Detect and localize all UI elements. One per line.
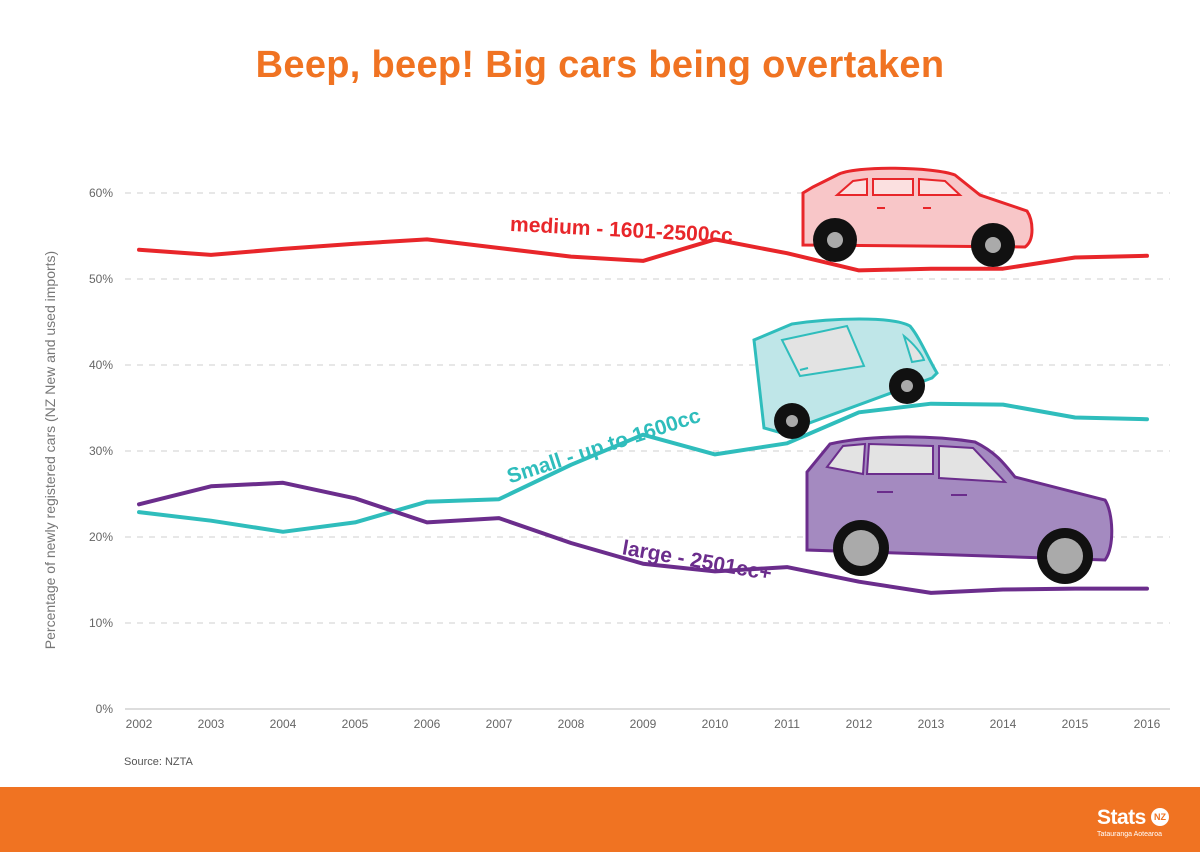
series-lines: [137, 237, 1149, 595]
series-label: large - 2501cc+: [621, 536, 774, 585]
gridlines: [125, 192, 1170, 710]
logo-badge: NZ: [1151, 808, 1169, 826]
x-tick-label: 2003: [198, 717, 225, 731]
series-labels: medium - 1601-2500cc Small - up to 1600cc…: [504, 213, 773, 586]
logo-wordmark: Stats: [1097, 806, 1146, 829]
y-tick-label: 50%: [89, 272, 113, 286]
series-line: [137, 237, 1149, 273]
stats-nz-logo: Stats NZ Tatauranga Aotearoa: [1097, 806, 1169, 838]
y-axis-ticks: 0% 10% 20% 30% 40% 50% 60%: [89, 186, 113, 716]
line-chart: 0%10%20%30%40%50%60% 2002 2003 2004 2005 200…: [42, 166, 1170, 731]
x-axis-ticks: 2002 2003 2004 2005 2006 2007 2008 2009 2010 2011…: [126, 717, 1161, 731]
x-tick-label: 2007: [486, 717, 513, 731]
y-tick-label: 0%: [96, 702, 114, 716]
x-tick-label: 2012: [846, 717, 873, 731]
y-tick-label: 30%: [89, 444, 113, 458]
chart-title: Beep, beep! Big cars being overtaken: [255, 44, 945, 86]
x-tick-label: 2013: [918, 717, 945, 731]
y-axis-label: Percentage of newly registered cars (NZ …: [42, 251, 58, 649]
source-note: Source: NZTA: [124, 756, 193, 768]
logo-subtitle: Tatauranga Aotearoa: [1097, 831, 1162, 838]
x-tick-label: 2005: [342, 717, 369, 731]
series-line: [137, 480, 1149, 595]
x-tick-label: 2006: [414, 717, 441, 731]
y-tick-label: 60%: [89, 186, 113, 200]
medium-car-icon: [801, 166, 1034, 267]
x-tick-label: 2010: [702, 717, 729, 731]
series-label: Small - up to 1600cc: [504, 404, 703, 488]
x-tick-label: 2015: [1062, 717, 1089, 731]
footer-bar: Stats NZ Tatauranga Aotearoa: [0, 787, 1200, 852]
x-tick-label: 2016: [1134, 717, 1161, 731]
large-car-icon: [805, 435, 1114, 584]
x-tick-label: 2009: [630, 717, 657, 731]
x-tick-label: 2002: [126, 717, 153, 731]
x-tick-label: 2014: [990, 717, 1017, 731]
y-tick-label: 40%: [89, 358, 113, 372]
y-tick-label: 20%: [89, 530, 113, 544]
x-tick-label: 2008: [558, 717, 585, 731]
y-tick-label: 10%: [89, 616, 113, 630]
series-line: [137, 401, 1149, 534]
small-car-icon: [752, 317, 939, 439]
x-tick-label: 2011: [774, 717, 800, 731]
series-label: medium - 1601-2500cc: [510, 213, 734, 248]
x-tick-label: 2004: [270, 717, 297, 731]
